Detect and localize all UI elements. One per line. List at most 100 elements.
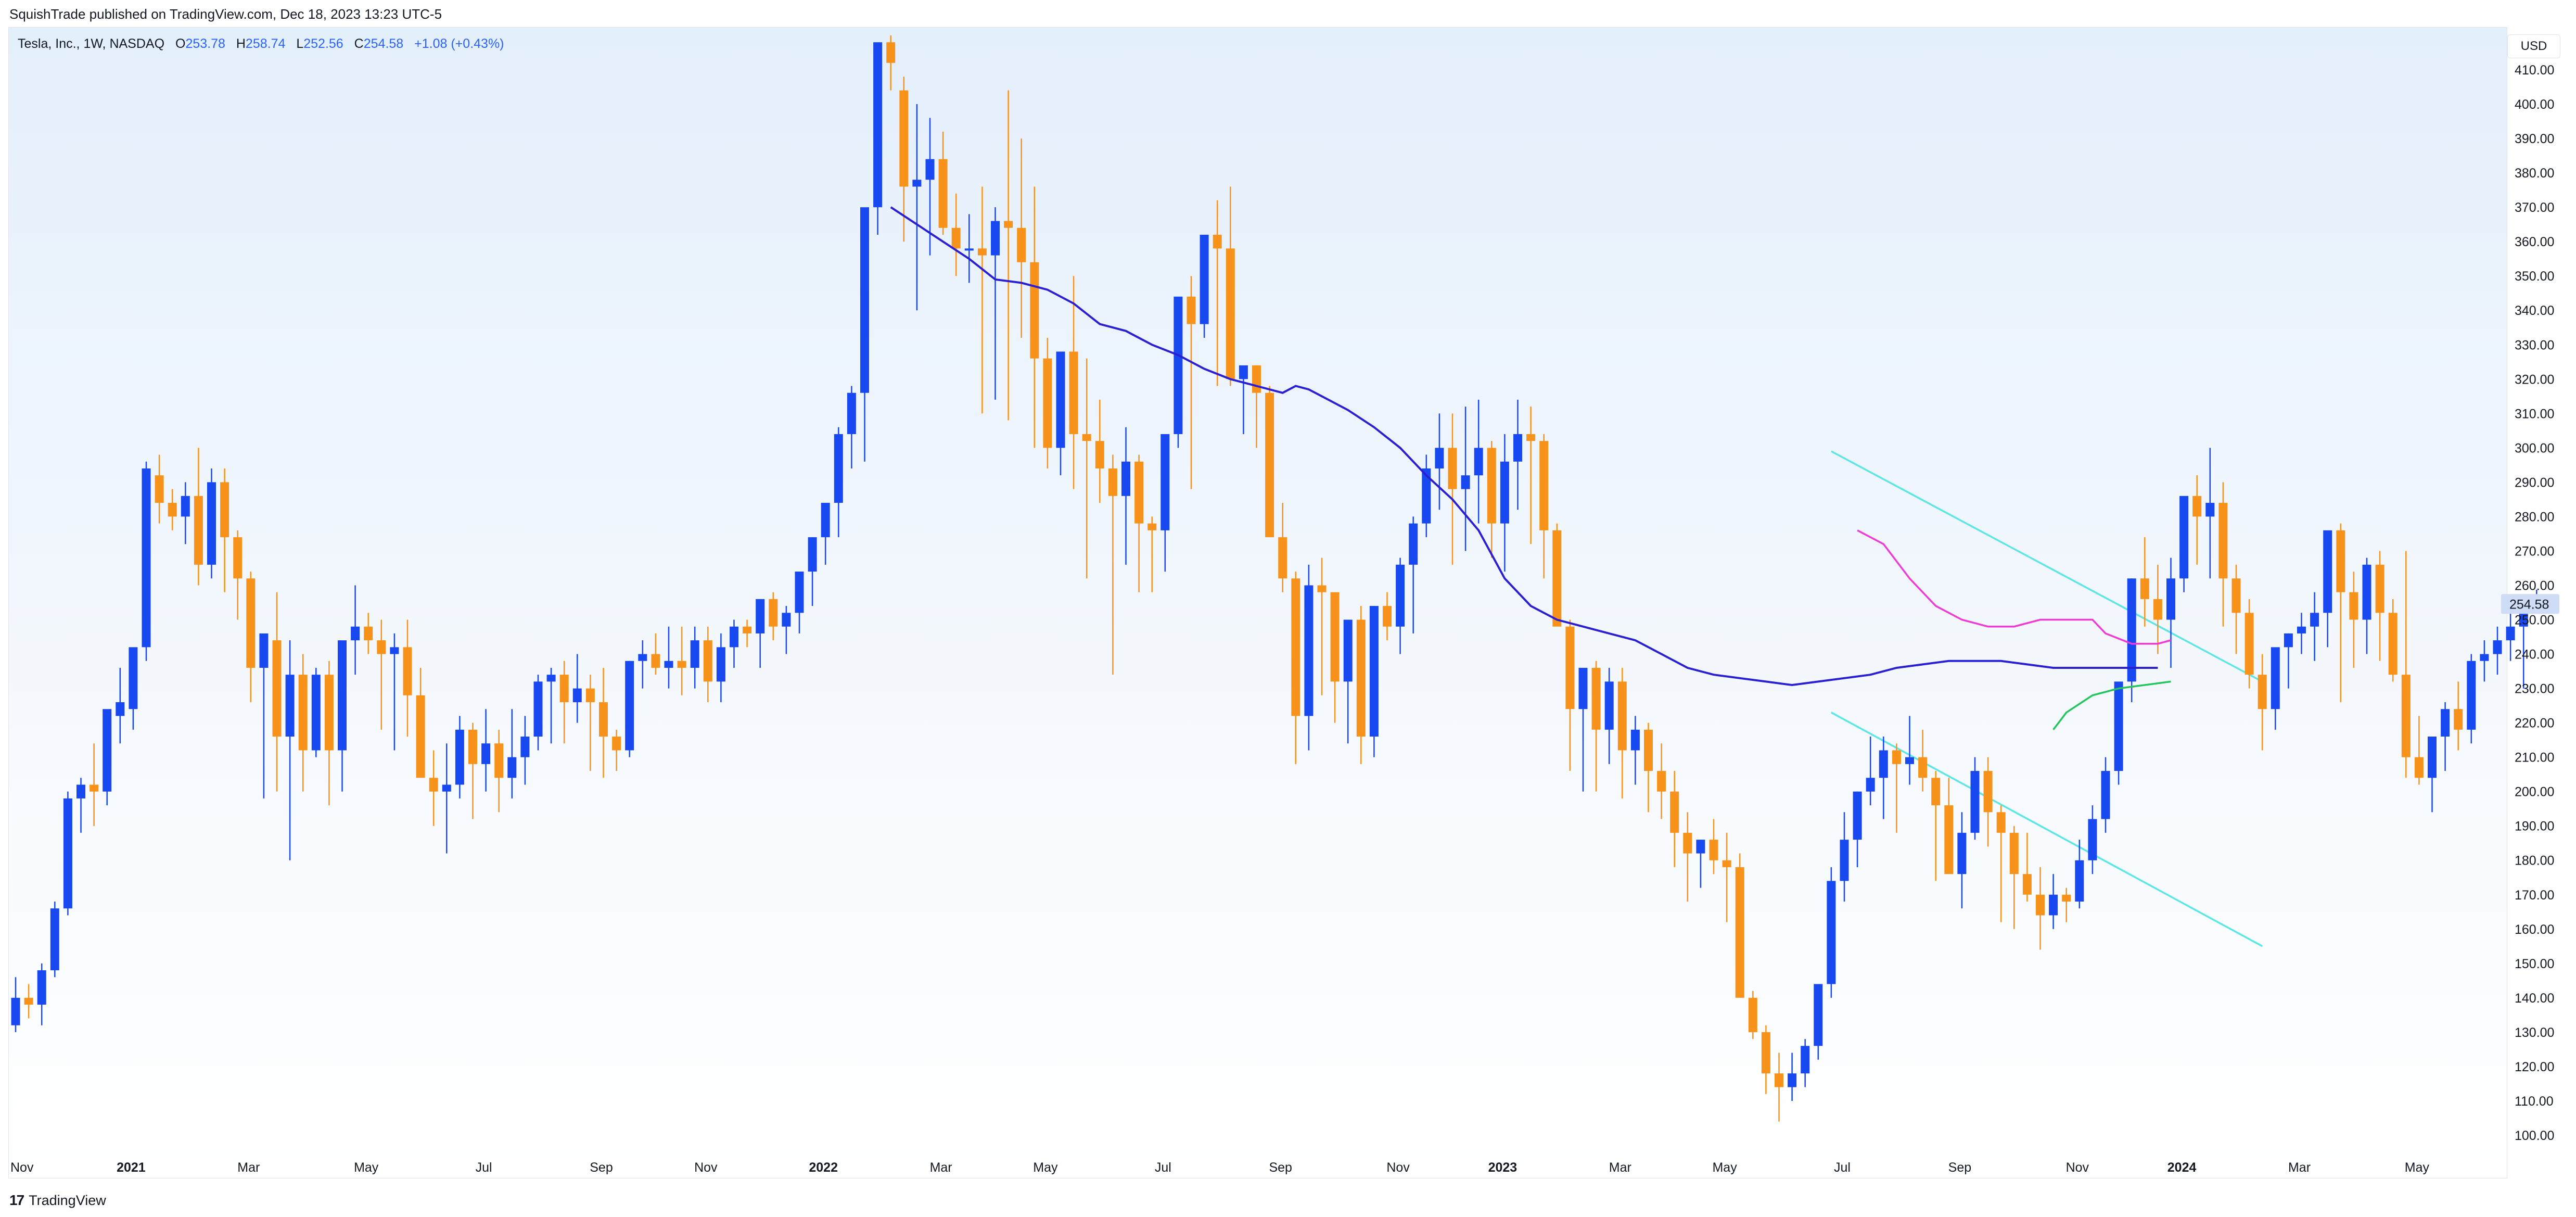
candle-body [899, 90, 909, 187]
price-tick-label: 320.00 [2515, 372, 2554, 387]
candle-body [338, 640, 347, 751]
tradingview-logo[interactable]: 17 TradingView [9, 1192, 106, 1209]
candle [951, 193, 961, 276]
price-tick-label: 110.00 [2515, 1094, 2554, 1109]
candle-body [1552, 530, 1562, 627]
candle [847, 386, 856, 468]
candle [1278, 503, 1287, 592]
candle-body [1761, 1032, 1770, 1074]
candle [1356, 606, 1366, 764]
time-tick-label: Nov [1386, 1160, 1410, 1175]
price-tick-label: 220.00 [2515, 716, 2554, 731]
open-value: 253.78 [185, 36, 225, 51]
candle [2297, 613, 2306, 654]
candle [2454, 681, 2463, 751]
candle-body [2192, 496, 2202, 517]
candle-body [285, 675, 295, 737]
candle-body [1526, 434, 1536, 441]
candle [1735, 853, 1744, 998]
candle [1748, 991, 1757, 1039]
candle-body [1291, 578, 1300, 716]
candle [2218, 482, 2228, 627]
channel-lines [1831, 450, 2263, 947]
candle [520, 716, 530, 785]
candle-body [2349, 592, 2358, 620]
candle [2414, 716, 2424, 785]
price-tick-label: 390.00 [2515, 132, 2554, 146]
plot-frame[interactable] [8, 27, 2507, 1178]
time-tick-label: Jul [1155, 1160, 1171, 1175]
candle-body [2310, 613, 2319, 627]
candle-body [1683, 832, 1692, 854]
candle [559, 661, 569, 744]
candle [1043, 338, 1052, 468]
time-tick-label: 2023 [1488, 1160, 1517, 1175]
candle [1879, 737, 1888, 819]
candle [2467, 654, 2476, 744]
time-tick-label: Nov [694, 1160, 718, 1175]
candle [1291, 572, 1300, 764]
time-tick-label: Sep [1948, 1160, 1971, 1175]
candle-body [1840, 840, 1849, 881]
candle-body [651, 654, 660, 668]
candle-body [1265, 392, 1274, 538]
candle [90, 743, 99, 826]
candle [703, 626, 712, 702]
candle-body [1630, 729, 1640, 751]
candle-body [1383, 606, 1392, 627]
candle-body [2049, 894, 2058, 916]
currency-button[interactable]: USD [2507, 34, 2560, 58]
time-tick-label: Jul [476, 1160, 492, 1175]
candle [2441, 702, 2450, 771]
candle-body [1278, 537, 1287, 579]
candle [1108, 454, 1117, 675]
candle [1513, 399, 1522, 510]
candle [1761, 1025, 1770, 1094]
candle [37, 963, 46, 1025]
candle [585, 675, 595, 771]
close-label: C [354, 36, 364, 51]
time-tick-label: Mar [1609, 1160, 1631, 1175]
candle [664, 626, 673, 689]
price-tick-label: 260.00 [2515, 578, 2554, 593]
candle-body [1343, 619, 1353, 682]
candle [207, 468, 216, 579]
candle [938, 131, 948, 235]
candle [1147, 516, 1157, 592]
candle-body [2441, 709, 2450, 737]
candle-body [468, 729, 477, 764]
candle [1069, 276, 1078, 489]
candle-body [925, 159, 935, 180]
candle [1853, 791, 1862, 867]
candle-body [1200, 234, 1209, 324]
candle [2036, 867, 2045, 950]
candle-body [599, 702, 608, 737]
close-value: 254.58 [363, 36, 404, 51]
candle-body [2218, 503, 2228, 579]
candle [2428, 737, 2437, 813]
candle [2310, 592, 2319, 661]
candle [338, 640, 347, 792]
candle [246, 572, 256, 702]
candle-body [977, 248, 987, 256]
moving-averages [890, 206, 2171, 730]
channel-line [1831, 712, 2263, 947]
candle [1892, 743, 1901, 833]
candle [834, 427, 843, 538]
candle [1775, 1053, 1783, 1122]
candle-body [272, 640, 282, 737]
candle [2271, 647, 2280, 730]
candle [1617, 667, 1627, 798]
candle [2388, 599, 2398, 682]
candle-body [324, 675, 334, 751]
candle-body [2428, 737, 2437, 778]
candle [1396, 557, 1405, 654]
candle [886, 35, 896, 91]
price-tick-label: 360.00 [2515, 235, 2554, 249]
candle [220, 468, 229, 592]
candle [1983, 757, 1993, 847]
candle-body [1722, 860, 1731, 867]
candles [11, 35, 2541, 1122]
candle-body [2258, 675, 2267, 709]
